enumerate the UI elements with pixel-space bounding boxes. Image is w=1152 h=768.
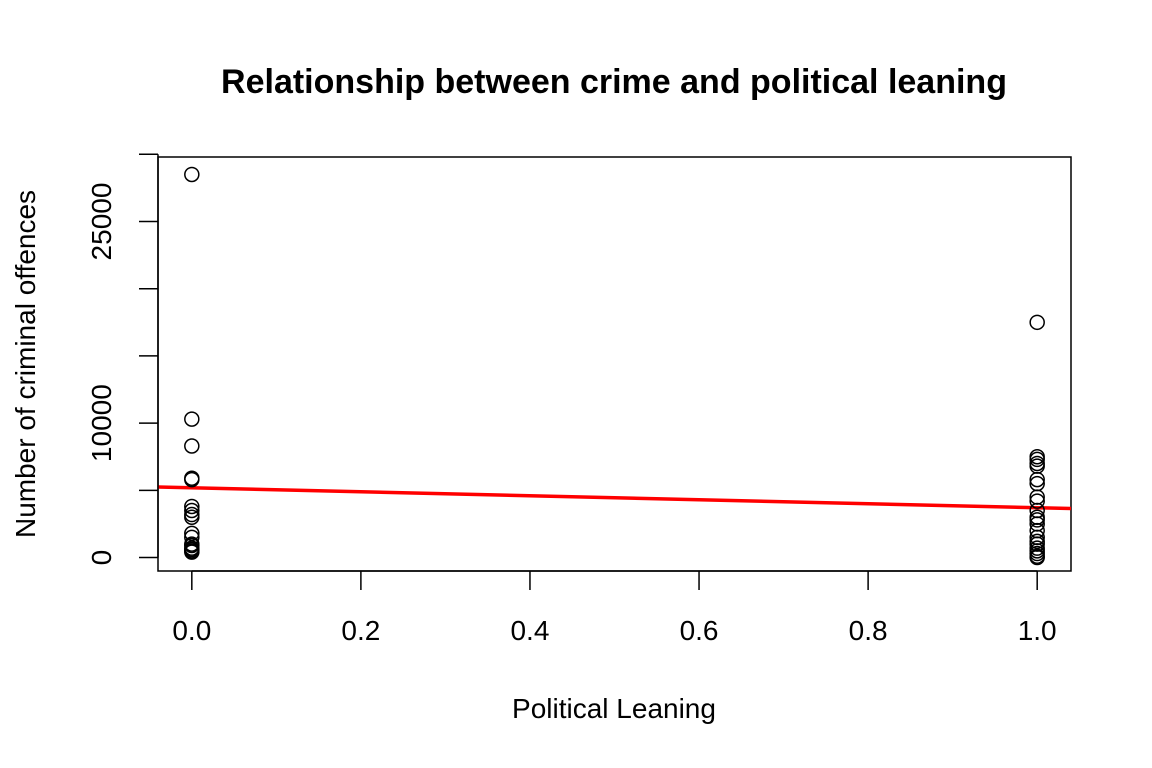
chart-title: Relationship between crime and political…: [221, 63, 1007, 101]
y-axis: 0 10000 25000: [86, 153, 159, 566]
data-point: [184, 166, 200, 183]
data-point: [184, 502, 200, 519]
data-point: [1029, 451, 1045, 468]
data-point: [184, 470, 200, 487]
data-point: [1029, 512, 1045, 528]
data-point: [184, 438, 200, 454]
fit-line-layer: [157, 485, 1072, 511]
regression-line: [157, 485, 1072, 511]
data-point: [184, 498, 200, 515]
x-tick-label: 0.2: [341, 615, 380, 646]
data-point: [184, 544, 200, 560]
data-point: [1029, 471, 1045, 488]
data-point: [1029, 493, 1045, 509]
data-point: [184, 471, 200, 488]
plot-area-frame: [157, 156, 1072, 572]
x-axis-label: Political Leaning: [512, 693, 716, 724]
y-axis-label: Number of criminal offences: [10, 190, 41, 538]
data-point: [184, 509, 200, 525]
x-tick-label: 1.0: [1018, 615, 1057, 646]
data-point: [1029, 549, 1045, 566]
y-tick-label: 0: [86, 550, 117, 566]
y-tick-label: 25000: [86, 183, 117, 261]
x-tick-label: 0.8: [849, 615, 888, 646]
x-tick-label: 0.4: [510, 615, 549, 646]
data-point: [184, 525, 200, 542]
data-point: [1029, 314, 1045, 331]
points-layer: [184, 166, 1045, 566]
x-tick-label: 0.6: [680, 615, 719, 646]
x-axis: 0.0 0.2 0.4 0.6 0.8 1.0: [172, 570, 1057, 646]
x-tick-label: 0.0: [172, 615, 211, 646]
data-point: [184, 411, 200, 427]
y-tick-label: 10000: [86, 384, 117, 462]
